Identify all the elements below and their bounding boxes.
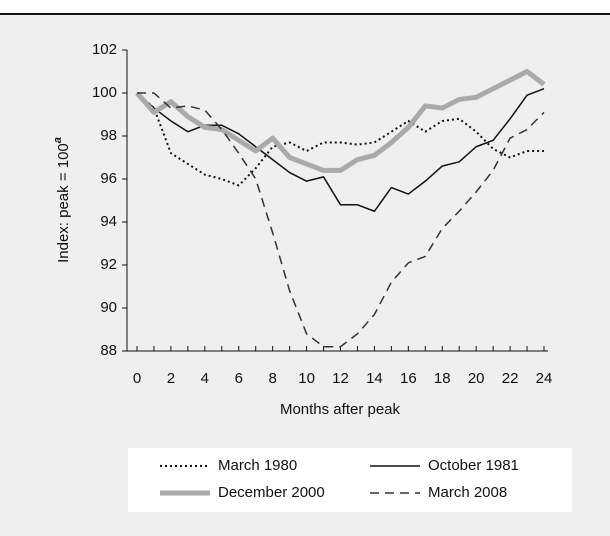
y-tick-label: 102	[92, 41, 117, 58]
series-line	[136, 92, 544, 187]
x-tick-label: 16	[400, 370, 417, 387]
x-tick-label: 20	[468, 370, 485, 387]
x-tick-label: 12	[332, 370, 349, 387]
x-tick-label: 0	[133, 370, 141, 387]
x-tick-label: 10	[298, 370, 315, 387]
y-axis-label: Index: peak = 100a	[52, 137, 72, 263]
x-tick-label: 14	[366, 370, 383, 387]
x-tick-label: 2	[167, 370, 175, 387]
legend-label: March 2008	[428, 484, 507, 501]
legend-label: March 1980	[218, 457, 297, 474]
y-tick-label: 100	[92, 84, 117, 101]
y-tick-label: 98	[100, 127, 117, 144]
legend-label: October 1981	[428, 457, 519, 474]
y-axis-label-text: Index: peak = 100	[55, 143, 72, 263]
x-axis-label: Months after peak	[280, 401, 401, 418]
legend-box	[128, 448, 572, 512]
x-tick-label: 22	[502, 370, 519, 387]
y-tick-label: 96	[100, 170, 117, 187]
x-tick-label: 6	[235, 370, 243, 387]
x-tick-label: 4	[201, 370, 209, 387]
x-tick-label: 8	[268, 370, 276, 387]
legend-label: December 2000	[218, 484, 325, 501]
y-tick-label: 92	[100, 256, 117, 273]
x-tick-label: 24	[536, 370, 553, 387]
y-tick-label: 88	[100, 342, 117, 359]
y-tick-label: 90	[100, 299, 117, 316]
series-line	[135, 69, 546, 173]
y-axis-label-sup: a	[52, 137, 64, 143]
series-line	[137, 92, 545, 348]
x-tick-label: 18	[434, 370, 451, 387]
y-tick-label: 94	[100, 213, 117, 230]
